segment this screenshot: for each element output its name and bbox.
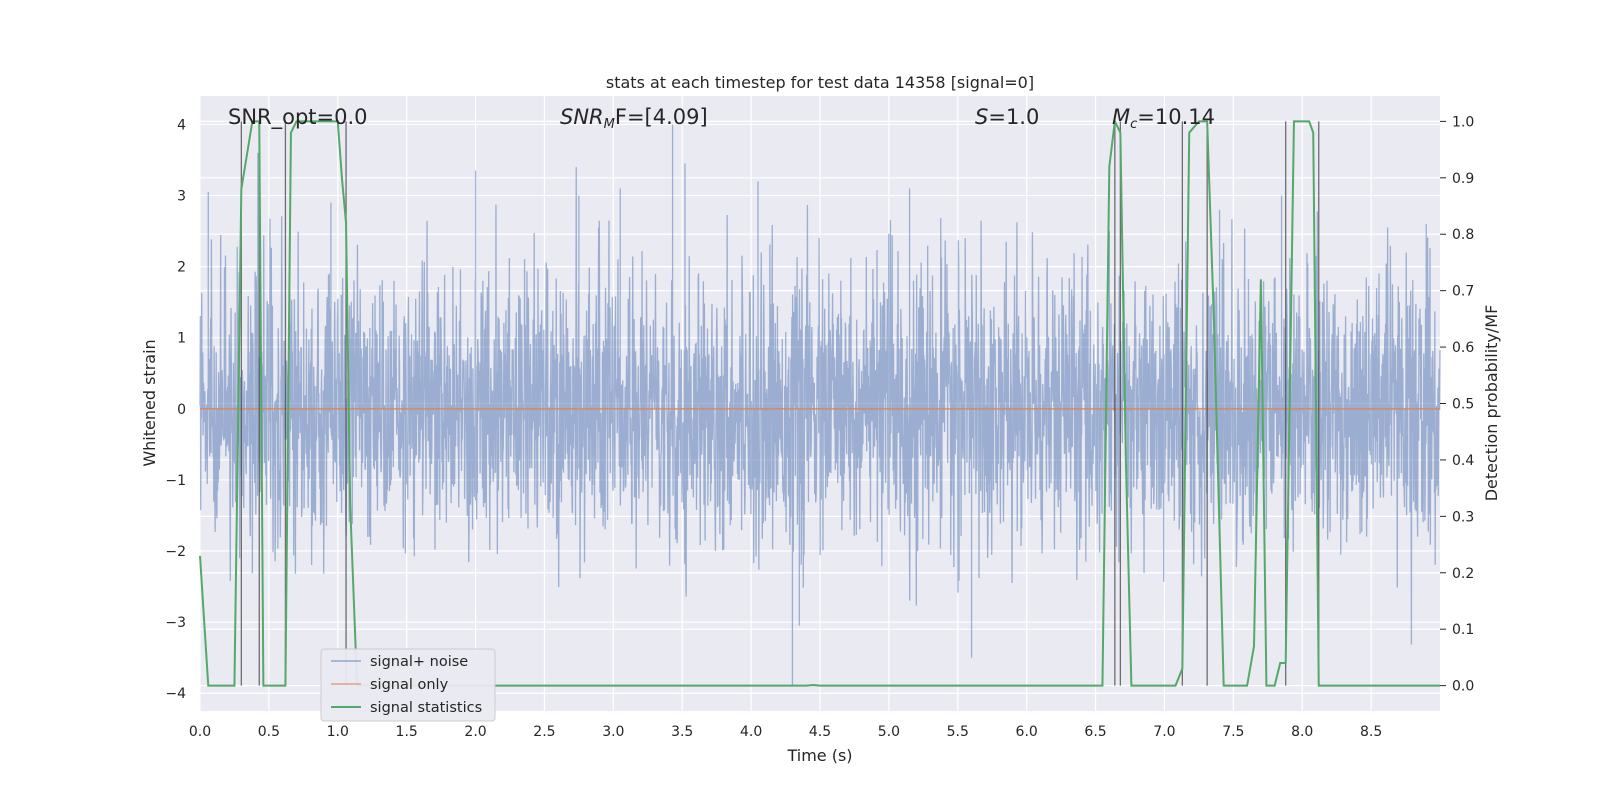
y-axis-left-ticks: 4 3 2 1 0 −1 −2 −3 −4 [165,117,186,702]
y-tick-left-label-0: 4 [177,117,186,133]
legend-label-signal-noise: signal+ noise [370,654,468,670]
x-tick-label-8: 4.0 [740,724,762,740]
x-tick-label-14: 7.0 [1153,724,1175,740]
y-tick-right-label-10: 0.0 [1452,679,1474,695]
legend-box [320,648,496,722]
annotation-snr-mf-main: SNR [560,105,604,129]
y-tick-right-label-0: 1.0 [1452,114,1474,130]
annotation-mc: Mc=10.14 [1112,105,1215,132]
x-tick-label-2: 1.0 [327,724,349,740]
y-tick-left-label-8: −4 [165,686,186,702]
x-tick-label-1: 0.5 [258,724,280,740]
y-tick-right-label-9: 0.1 [1452,622,1474,638]
legend-label-signal-statistics: signal statistics [370,700,482,716]
legend: signal+ noise signal only signal statist… [320,648,496,722]
x-tick-label-7: 3.5 [671,724,693,740]
y-tick-right-label-6: 0.4 [1452,453,1474,469]
annotation-s-tail: =1.0 [988,105,1039,129]
x-tick-label-6: 3.0 [602,724,624,740]
x-tick-label-13: 6.5 [1084,724,1106,740]
chart-title: stats at each timestep for test data 143… [606,73,1034,92]
annotation-snr-mf-sub: M [604,117,615,132]
x-tick-label-10: 5.0 [878,724,900,740]
y-tick-right-label-1: 0.9 [1452,171,1474,187]
y-tick-right-label-5: 0.5 [1452,397,1474,413]
x-axis-label: Time (s) [786,746,852,765]
y-tick-right-label-8: 0.2 [1452,566,1474,582]
y-tick-left-label-4: 0 [177,402,186,418]
noise-path [199,124,1441,687]
x-tick-label-15: 7.5 [1222,724,1244,740]
x-tick-label-12: 6.0 [1016,724,1038,740]
annotation-mc-tail: =10.14 [1137,105,1215,129]
y-tick-right-label-3: 0.7 [1452,284,1474,300]
y-axis-left-label: Whitened strain [140,339,159,466]
annotation-mc-main: M [1112,105,1130,129]
x-tick-label-17: 8.5 [1360,724,1382,740]
annotation-snr-opt: SNR_opt=0.0 [228,105,368,130]
y-tick-left-label-1: 3 [177,189,186,205]
legend-label-signal-only: signal only [370,677,449,693]
y-tick-right-label-7: 0.3 [1452,509,1474,525]
annotation-mc-sub: c [1130,117,1137,132]
y-axis-right-ticks: 1.0 0.9 0.8 0.7 0.6 0.5 0.4 0.3 0.2 0.1 0.0 [1440,114,1474,695]
y-tick-right-label-2: 0.8 [1452,227,1474,243]
annotation-s-main: S [975,105,988,129]
y-tick-left-label-5: −1 [165,473,186,489]
annotation-snr-mf-tail: F=[4.09] [615,105,708,129]
annotation-s: S=1.0 [975,105,1039,129]
annotation-snr-mf: SNRMF=[4.09] [560,105,708,132]
y-tick-left-label-7: −3 [165,615,186,631]
x-tick-label-5: 2.5 [533,724,555,740]
x-tick-label-3: 1.5 [396,724,418,740]
y-tick-left-label-6: −2 [165,544,186,560]
x-tick-label-9: 4.5 [809,724,831,740]
x-tick-label-11: 5.5 [947,724,969,740]
x-tick-label-0: 0.0 [189,724,211,740]
y-axis-right-label: Detection probability/MF [1482,305,1501,502]
x-tick-label-4: 2.0 [464,724,486,740]
y-tick-right-label-4: 0.6 [1452,340,1474,356]
x-tick-label-16: 8.0 [1291,724,1313,740]
series-signal-noise [199,124,1441,687]
series-signal-statistics [199,117,1440,687]
y-tick-left-label-2: 2 [177,260,186,276]
x-axis-ticks: 0.0 0.5 1.0 1.5 2.0 2.5 3.0 3.5 4.0 4.5 5.0 5.5 6.0 6… [189,724,1382,740]
y-tick-left-label-3: 1 [177,331,186,347]
